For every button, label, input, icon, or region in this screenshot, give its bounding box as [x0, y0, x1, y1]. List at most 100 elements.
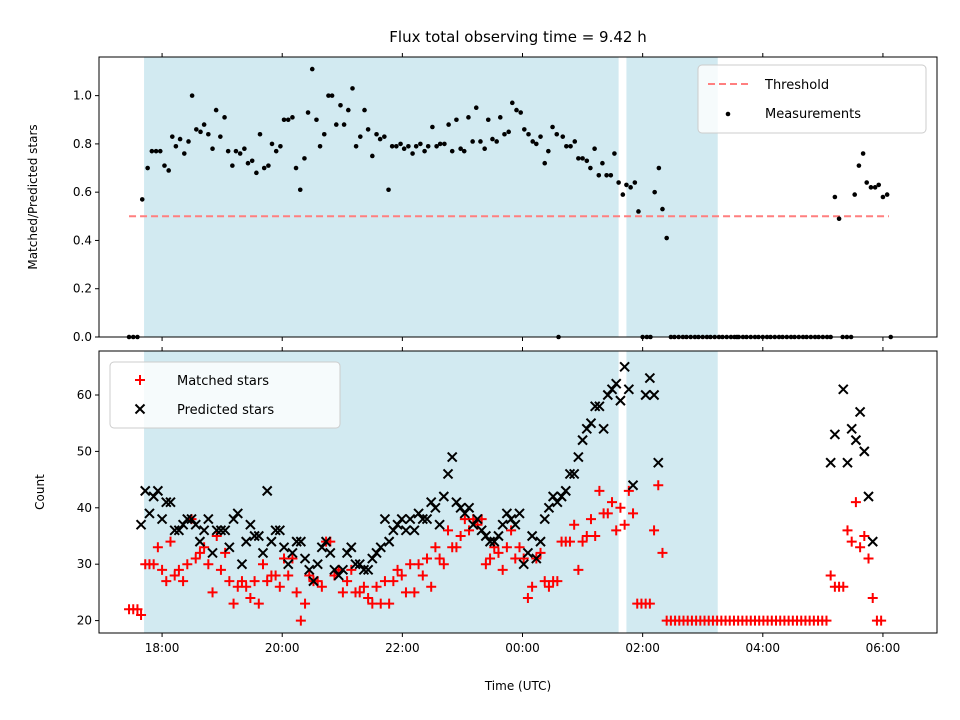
measurement-point — [173, 144, 179, 149]
matched-star-point — [497, 564, 508, 575]
predicted-star-point — [211, 525, 222, 536]
matched-star-point — [152, 542, 163, 553]
predicted-star-point — [434, 519, 445, 530]
matched-star-point — [539, 576, 550, 587]
measurement-point — [497, 115, 503, 120]
x-tick-label: 02:00 — [625, 641, 660, 655]
measurement-point — [446, 122, 451, 127]
measurement-point — [206, 131, 211, 137]
predicted-star-point — [838, 384, 849, 395]
predicted-star-point — [383, 536, 395, 547]
measurement-point — [365, 127, 371, 132]
predicted-star-point — [606, 384, 618, 395]
predicted-star-point — [640, 389, 651, 401]
measurement-point — [273, 148, 279, 154]
matched-star-point — [623, 485, 634, 496]
predicted-star-point — [653, 457, 664, 468]
measurement-point — [314, 117, 319, 123]
matched-star-point — [224, 576, 235, 587]
matched-star-point — [161, 576, 172, 587]
legend-threshold-label: Threshold — [764, 78, 829, 93]
matched-star-point — [527, 581, 538, 592]
predicted-star-point — [577, 434, 588, 446]
shaded-interval — [144, 57, 619, 337]
matched-star-point — [363, 593, 374, 604]
matched-star-point — [459, 514, 470, 525]
measurement-point — [394, 144, 399, 149]
predicted-star-point — [430, 502, 441, 513]
measurement-point — [612, 151, 617, 156]
y-tick-label: 0.0 — [73, 330, 92, 344]
y-tick-label: 30 — [77, 557, 92, 571]
measurement-point — [169, 134, 175, 139]
matched-star-point — [409, 587, 420, 598]
measurement-point — [353, 144, 359, 149]
matched-star-point — [581, 530, 592, 541]
measurement-point — [608, 172, 614, 178]
matched-star-point — [287, 553, 298, 564]
measurement-point — [317, 144, 323, 149]
predicted-star-point — [177, 519, 189, 530]
matched-star-point — [199, 542, 210, 553]
matched-star-point — [501, 542, 512, 553]
predicted-star-point — [207, 547, 218, 559]
matched-star-point — [354, 587, 365, 598]
predicted-star-point — [459, 508, 471, 519]
measurement-point — [442, 141, 447, 147]
measurement-point — [157, 148, 163, 154]
measurement-point — [302, 156, 307, 161]
measurement-point — [856, 163, 862, 168]
predicted-star-point — [346, 542, 357, 553]
predicted-star-point — [350, 558, 361, 570]
matched-star-point — [455, 530, 466, 541]
matched-star-point — [190, 553, 201, 564]
predicted-star-point — [505, 513, 517, 525]
count-y-axis: 20 30 40 50 60 — [77, 388, 99, 628]
x-axis: 18:00 20:00 22:00 00:00 02:00 04:00 06:00 — [145, 347, 900, 655]
measurement-point — [225, 148, 231, 154]
measurement-point — [864, 180, 870, 185]
measurement-point — [526, 131, 531, 137]
measurement-point — [189, 93, 195, 98]
ratio-y-axis-label: Matched/Predicted stars — [26, 124, 40, 269]
measurement-point — [293, 165, 299, 171]
measurement-point — [222, 115, 227, 120]
predicted-star-point — [493, 530, 504, 542]
matched-star-point — [194, 547, 205, 558]
measurement-point — [580, 156, 585, 161]
predicted-star-point — [270, 525, 281, 536]
measurement-point — [876, 182, 882, 188]
predicted-star-point — [392, 519, 403, 530]
matched-star-point — [543, 581, 554, 592]
y-tick-label: 60 — [77, 388, 92, 402]
matched-star-point — [863, 553, 874, 564]
measurement-point — [182, 151, 187, 156]
x-tick-label: 04:00 — [745, 641, 780, 655]
predicted-star-point — [594, 401, 605, 412]
predicted-star-point — [846, 423, 857, 435]
count-panel: 18:00 20:00 22:00 00:00 02:00 04:00 06:00 20 30… — [33, 347, 938, 693]
measurement-point — [177, 136, 183, 142]
measurement-point — [534, 141, 539, 147]
predicted-star-point — [404, 513, 416, 525]
matched-star-point — [417, 570, 428, 581]
matched-star-point — [379, 576, 390, 587]
measurements-series — [126, 66, 894, 340]
y-tick-label: 0.4 — [73, 233, 92, 247]
measurement-point — [358, 134, 363, 139]
predicted-star-point — [531, 553, 542, 564]
measurement-point — [600, 160, 605, 166]
matched-star-point — [577, 536, 588, 547]
predicted-star-point — [169, 525, 180, 536]
predicted-star-point — [152, 485, 164, 497]
measurement-point — [624, 182, 629, 188]
predicted-star-point — [182, 513, 193, 525]
predicted-star-point — [863, 491, 874, 502]
predicted-star-point — [425, 496, 437, 508]
matched-star-point — [522, 593, 533, 604]
count-legend: Matched stars Predicted stars — [109, 361, 341, 429]
matched-star-point — [594, 485, 605, 496]
measurement-point — [290, 115, 295, 120]
measurement-point — [425, 144, 431, 149]
predicted-star-point — [539, 513, 550, 525]
